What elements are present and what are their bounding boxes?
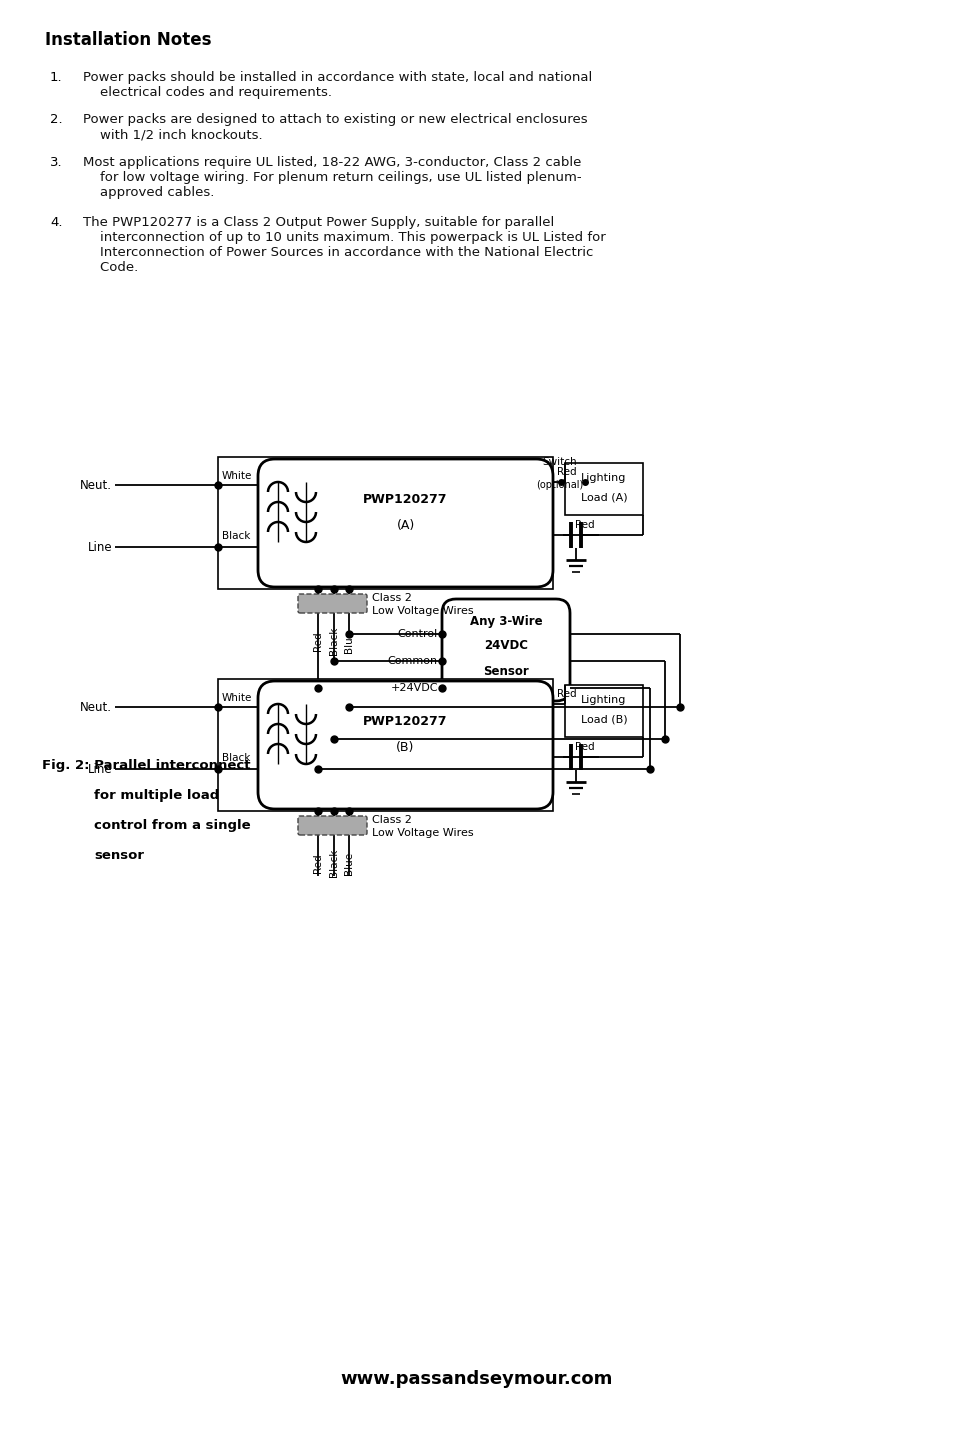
Text: Red: Red	[557, 467, 576, 477]
Text: Most applications require UL listed, 18-22 AWG, 3-conductor, Class 2 cable
    f: Most applications require UL listed, 18-…	[83, 156, 581, 199]
Text: Black: Black	[329, 627, 338, 655]
FancyBboxPatch shape	[257, 681, 553, 809]
Text: Line: Line	[88, 763, 112, 776]
Text: Installation Notes: Installation Notes	[45, 31, 212, 49]
Text: Lighting: Lighting	[580, 695, 626, 705]
Text: Black: Black	[222, 753, 250, 763]
Text: (B): (B)	[395, 740, 415, 754]
Text: 24VDC: 24VDC	[483, 638, 527, 651]
Text: 1.: 1.	[50, 72, 63, 84]
FancyBboxPatch shape	[441, 600, 569, 701]
Text: Blue: Blue	[344, 851, 354, 874]
Text: Switch: Switch	[542, 456, 577, 467]
FancyBboxPatch shape	[297, 816, 367, 836]
Text: sensor: sensor	[94, 849, 144, 861]
Text: Line: Line	[88, 541, 112, 554]
Text: Black: Black	[222, 531, 250, 541]
Text: Red: Red	[313, 853, 323, 873]
Text: Class 2: Class 2	[372, 814, 412, 824]
Text: The PWP120277 is a Class 2 Output Power Supply, suitable for parallel
    interc: The PWP120277 is a Class 2 Output Power …	[83, 216, 605, 273]
Text: Power packs are designed to attach to existing or new electrical enclosures
    : Power packs are designed to attach to ex…	[83, 113, 587, 142]
Text: Lighting: Lighting	[580, 474, 626, 484]
Text: Any 3-Wire: Any 3-Wire	[469, 614, 541, 628]
Text: 2.: 2.	[50, 113, 63, 126]
Text: White: White	[222, 693, 253, 703]
Text: Low Voltage Wires: Low Voltage Wires	[372, 827, 473, 837]
Text: 4.: 4.	[50, 216, 63, 229]
Text: Red: Red	[313, 631, 323, 651]
Bar	[564, 685, 642, 737]
Text: Common: Common	[388, 655, 437, 665]
Text: control from a single: control from a single	[94, 819, 251, 831]
Bar	[218, 456, 553, 590]
Text: Black: Black	[329, 849, 338, 877]
Text: Red: Red	[575, 743, 594, 753]
Text: Control: Control	[397, 630, 437, 640]
Text: PWP120277: PWP120277	[363, 492, 447, 505]
Text: Red: Red	[575, 519, 594, 529]
Text: www.passandseymour.com: www.passandseymour.com	[340, 1369, 613, 1388]
Text: (A): (A)	[395, 518, 415, 531]
Text: for multiple load: for multiple load	[94, 788, 219, 801]
Text: Neut.: Neut.	[80, 701, 112, 714]
FancyBboxPatch shape	[297, 594, 367, 612]
Text: 3.: 3.	[50, 156, 63, 169]
Text: +24VDC: +24VDC	[390, 683, 437, 693]
FancyBboxPatch shape	[257, 459, 553, 587]
Bar	[564, 464, 642, 515]
Text: Load (A): Load (A)	[580, 492, 627, 502]
Text: White: White	[222, 471, 253, 481]
Text: Sensor: Sensor	[482, 664, 528, 677]
Text: Fig. 2: Parallel interconnect: Fig. 2: Parallel interconnect	[42, 758, 251, 771]
Text: Neut.: Neut.	[80, 478, 112, 491]
Text: Load (B): Load (B)	[580, 714, 627, 724]
Text: Low Voltage Wires: Low Voltage Wires	[372, 605, 473, 615]
Text: Red: Red	[557, 688, 576, 698]
Text: Power packs should be installed in accordance with state, local and national
   : Power packs should be installed in accor…	[83, 72, 592, 99]
Bar	[218, 678, 553, 811]
Text: Class 2: Class 2	[372, 592, 412, 602]
Text: Blue: Blue	[344, 630, 354, 653]
Text: (optional): (optional)	[536, 479, 583, 489]
Text: PWP120277: PWP120277	[363, 714, 447, 727]
